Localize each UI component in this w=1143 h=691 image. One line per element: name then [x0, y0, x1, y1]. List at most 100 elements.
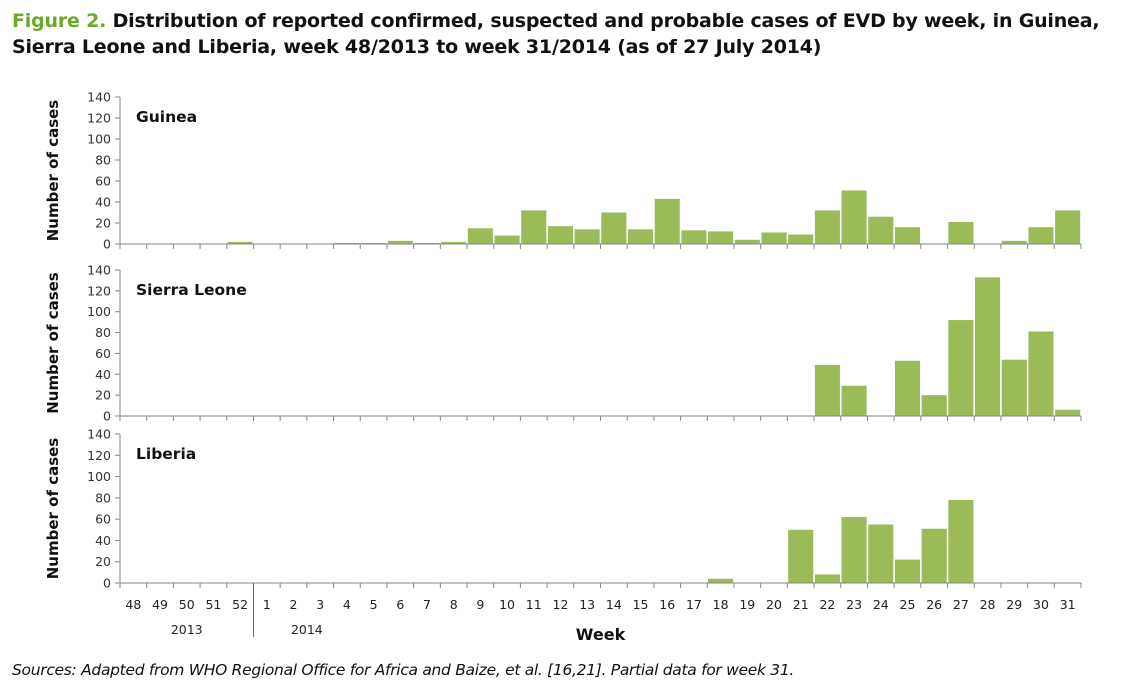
x-tick-label-week-3: 3 [316, 597, 324, 612]
x-tick-label-week-52: 52 [232, 597, 248, 612]
x-tick-label-week-20: 20 [766, 597, 782, 612]
x-tick-label-week-22: 22 [819, 597, 835, 612]
x-tick-label-week-8: 8 [450, 597, 458, 612]
y-tick-label-sierra-leone: 20 [95, 388, 111, 403]
bar-guinea-week-4 [334, 242, 360, 244]
bar-guinea-week-8 [441, 241, 467, 244]
x-axis-title: Week [576, 625, 626, 644]
x-tick-label-week-1: 1 [263, 597, 271, 612]
y-tick-label-liberia: 100 [87, 469, 111, 484]
y-tick-label-guinea: 80 [95, 153, 111, 168]
x-tick-label-week-49: 49 [152, 597, 168, 612]
x-tick-label-week-28: 28 [980, 597, 996, 612]
y-tick-label-liberia: 0 [103, 576, 111, 591]
bar-guinea-week-5 [361, 242, 387, 244]
bar-guinea-week-52 [227, 241, 253, 244]
bar-guinea-week-23 [841, 190, 867, 244]
x-tick-label-week-25: 25 [900, 597, 916, 612]
bar-liberia-week-23 [841, 517, 867, 583]
y-tick-label-sierra-leone: 0 [103, 409, 111, 424]
x-tick-label-week-27: 27 [953, 597, 969, 612]
bar-guinea-week-25 [894, 227, 921, 244]
x-tick-label-week-10: 10 [499, 597, 515, 612]
x-tick-label-week-23: 23 [846, 597, 862, 612]
bar-sierra-leone-week-28 [975, 277, 1001, 416]
x-tick-label-week-29: 29 [1006, 597, 1022, 612]
x-tick-label-week-26: 26 [926, 597, 942, 612]
bar-guinea-week-22 [814, 210, 840, 244]
y-axis-title-guinea: Number of cases [44, 100, 62, 242]
x-tick-label-week-6: 6 [396, 597, 404, 612]
bar-guinea-week-6 [387, 240, 413, 244]
bar-sierra-leone-week-25 [894, 360, 921, 416]
y-tick-label-guinea: 20 [95, 216, 111, 231]
bar-guinea-week-30 [1028, 227, 1054, 244]
x-tick-label-week-21: 21 [793, 597, 809, 612]
y-tick-label-liberia: 120 [87, 448, 111, 463]
x-tick-label-week-19: 19 [739, 597, 755, 612]
y-tick-label-sierra-leone: 40 [95, 367, 111, 382]
x-tick-label-week-2: 2 [290, 597, 298, 612]
bar-guinea-week-29 [1001, 240, 1027, 244]
y-tick-label-guinea: 40 [95, 195, 111, 210]
panel-title-liberia: Liberia [136, 445, 196, 463]
y-tick-label-guinea: 100 [87, 132, 111, 147]
y-tick-label-guinea: 120 [87, 111, 111, 126]
panel-title-guinea: Guinea [136, 108, 197, 126]
x-tick-label-week-14: 14 [606, 597, 622, 612]
bar-liberia-week-24 [868, 524, 894, 583]
bar-guinea-week-16 [654, 198, 680, 244]
bar-guinea-week-14 [601, 212, 627, 244]
x-tick-label-week-15: 15 [633, 597, 649, 612]
figure-label: Figure 2. [12, 10, 107, 32]
y-tick-label-liberia: 80 [95, 490, 111, 505]
year-label-2014: 2014 [291, 622, 323, 637]
bar-liberia-week-27 [948, 499, 974, 583]
bar-sierra-leone-week-29 [1001, 359, 1027, 416]
panel-title-sierra-leone: Sierra Leone [136, 281, 247, 299]
y-axis-title-sierra-leone: Number of cases [44, 272, 62, 414]
bar-sierra-leone-week-26 [921, 395, 947, 416]
bar-guinea-week-31 [1055, 210, 1081, 244]
y-tick-label-sierra-leone: 60 [95, 346, 111, 361]
bar-guinea-week-7 [414, 242, 440, 244]
bar-guinea-week-24 [868, 216, 894, 244]
bar-guinea-week-20 [761, 232, 787, 244]
y-tick-label-sierra-leone: 120 [87, 283, 111, 298]
x-tick-label-week-9: 9 [476, 597, 484, 612]
bar-liberia-week-25 [894, 559, 921, 583]
bar-sierra-leone-week-23 [841, 385, 867, 416]
y-axis-title-liberia: Number of cases [44, 438, 62, 580]
y-tick-label-guinea: 140 [87, 90, 111, 105]
x-tick-label-week-16: 16 [659, 597, 675, 612]
bar-liberia-week-26 [921, 528, 947, 583]
y-tick-label-liberia: 40 [95, 533, 111, 548]
x-tick-label-week-4: 4 [343, 597, 351, 612]
y-tick-label-liberia: 20 [95, 554, 111, 569]
x-tick-label-week-24: 24 [873, 597, 889, 612]
bar-guinea-week-10 [494, 235, 520, 244]
bar-guinea-week-21 [788, 234, 814, 244]
bar-guinea-week-12 [547, 226, 573, 244]
y-tick-label-sierra-leone: 100 [87, 304, 111, 319]
x-tick-label-week-48: 48 [125, 597, 141, 612]
y-tick-label-liberia: 140 [87, 427, 111, 442]
figure-title-text: Distribution of reported confirmed, susp… [12, 10, 1100, 58]
bar-sierra-leone-week-31 [1055, 409, 1081, 416]
x-tick-label-week-18: 18 [713, 597, 729, 612]
bar-guinea-week-9 [467, 228, 493, 244]
bar-liberia-week-21 [788, 529, 814, 583]
y-tick-label-sierra-leone: 140 [87, 263, 111, 278]
bar-guinea-week-18 [708, 231, 734, 244]
x-tick-label-week-17: 17 [686, 597, 702, 612]
year-label-2013: 2013 [171, 622, 203, 637]
bar-sierra-leone-week-22 [814, 364, 840, 416]
bar-liberia-week-18 [708, 578, 734, 583]
bar-guinea-week-11 [521, 210, 547, 244]
x-tick-label-week-7: 7 [423, 597, 431, 612]
x-tick-label-week-13: 13 [579, 597, 595, 612]
figure-title: Figure 2. Distribution of reported confi… [12, 8, 1132, 60]
bar-guinea-week-15 [627, 229, 654, 244]
x-tick-label-week-50: 50 [179, 597, 195, 612]
